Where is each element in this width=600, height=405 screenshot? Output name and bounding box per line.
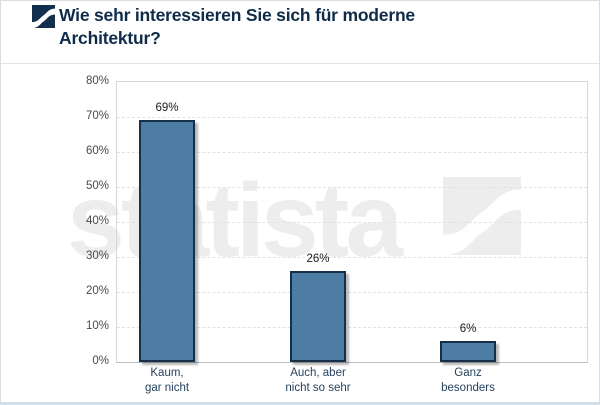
y-axis-tick-label: 80% xyxy=(85,75,109,87)
y-axis-tick-label: 30% xyxy=(85,250,109,262)
plot-area: 69% 26% 6% xyxy=(116,81,588,363)
statista-logo-icon xyxy=(32,5,55,28)
y-axis-tick-label: 40% xyxy=(85,215,109,227)
gridline-70% xyxy=(117,117,587,118)
title-separator xyxy=(1,63,599,64)
gridline-30% xyxy=(117,257,587,258)
gridline-60% xyxy=(117,152,587,153)
bar-2 xyxy=(290,271,346,362)
bar-value-label: 69% xyxy=(155,102,179,114)
x-axis-category-label: Kaum, gar nicht xyxy=(144,367,190,394)
y-axis-tick-label: 60% xyxy=(85,145,109,157)
bar-3 xyxy=(440,341,496,362)
gridline-40% xyxy=(117,222,587,223)
bar-value-label: 26% xyxy=(306,253,330,265)
y-axis-tick-label: 50% xyxy=(85,180,109,192)
x-axis-category-label: Ganz besonders xyxy=(441,367,495,394)
gridline-50% xyxy=(117,187,587,188)
y-axis-tick-label: 0% xyxy=(92,355,109,367)
gridline-20% xyxy=(117,292,587,293)
bar-value-label: 6% xyxy=(459,323,477,335)
gridline-10% xyxy=(117,327,587,328)
bar-1 xyxy=(139,120,195,362)
y-axis-tick-label: 10% xyxy=(85,320,109,332)
statista-watermark-text: statista xyxy=(67,163,403,279)
x-axis-category-label: Auch, aber nicht so sehr xyxy=(285,367,351,394)
chart-title: Wie sehr interessieren Sie sich für mode… xyxy=(59,5,415,49)
y-axis-tick-label: 20% xyxy=(85,285,109,297)
y-axis-tick-label: 70% xyxy=(85,110,109,122)
